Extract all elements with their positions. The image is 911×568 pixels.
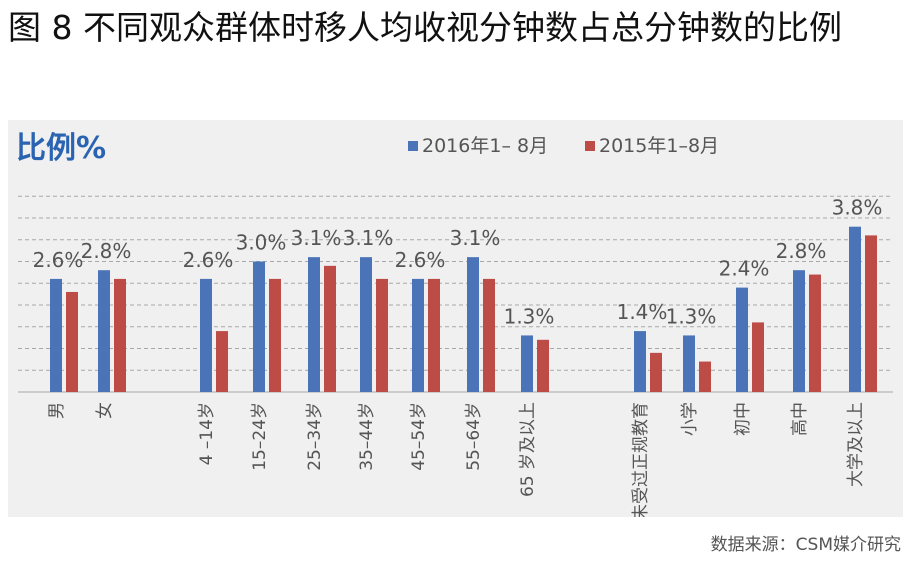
category-label-8: 55–64岁 bbox=[464, 402, 484, 471]
data-label-6: 3.1% bbox=[343, 226, 394, 250]
category-label-11: 小学 bbox=[680, 402, 700, 436]
data-label-12: 2.4% bbox=[719, 257, 770, 281]
bar-2015-12 bbox=[752, 322, 764, 392]
bar-2016-12 bbox=[736, 287, 748, 392]
category-label-5: 25–34岁 bbox=[305, 402, 325, 471]
source-note: 数据来源：CSM媒介研究 bbox=[710, 535, 901, 555]
bar-2015-5 bbox=[324, 265, 336, 392]
bar-2015-3 bbox=[216, 331, 228, 392]
category-label-3: 4 –14岁 bbox=[197, 402, 217, 465]
category-label-7: 45–54岁 bbox=[409, 402, 429, 471]
data-label-3: 2.6% bbox=[183, 248, 234, 272]
category-label-2: 女 bbox=[95, 402, 115, 419]
category-label-12: 初中 bbox=[733, 402, 753, 436]
category-label-14: 大学及以上 bbox=[846, 402, 866, 487]
data-label-13: 2.8% bbox=[776, 239, 827, 263]
data-labels: 2.6%2.8% 2.6%3.0% 3.1% 3.1%2.6%3.1%1.3% 1.4%… bbox=[33, 196, 883, 329]
bar-2015-9 bbox=[537, 339, 549, 392]
bar-2016-1 bbox=[50, 278, 62, 392]
bar-2015-1 bbox=[66, 291, 78, 392]
bar-2015-11 bbox=[699, 361, 711, 392]
data-label-10: 1.4% bbox=[617, 300, 668, 324]
bar-2016-7 bbox=[412, 278, 424, 392]
data-label-5: 3.1% bbox=[291, 226, 342, 250]
y-axis-label: 比例% bbox=[16, 131, 106, 166]
data-label-7: 2.6% bbox=[395, 248, 446, 272]
data-label-4: 3.0% bbox=[236, 231, 287, 255]
bar-2016-2 bbox=[98, 270, 110, 392]
legend-label-2: 2015年1–8月 bbox=[599, 135, 719, 157]
bar-2016-5 bbox=[308, 257, 320, 392]
bar-2016-9 bbox=[521, 335, 533, 392]
category-label-13: 高中 bbox=[790, 402, 810, 436]
category-label-10: 未受过正规教育 bbox=[631, 402, 651, 517]
bar-2015-7 bbox=[428, 278, 440, 392]
bar-2015-4 bbox=[269, 278, 281, 392]
data-label-2: 2.8% bbox=[81, 239, 132, 263]
data-label-9: 1.3% bbox=[504, 304, 555, 328]
bar-2015-14 bbox=[865, 235, 877, 392]
bar-2015-10 bbox=[650, 352, 662, 392]
bar-2016-14 bbox=[849, 226, 861, 392]
bar-2016-10 bbox=[634, 331, 646, 392]
bar-2015-6 bbox=[376, 278, 388, 392]
bar-2016-3 bbox=[200, 278, 212, 392]
bar-2015-2 bbox=[114, 278, 126, 392]
bars bbox=[50, 226, 877, 392]
data-label-1: 2.6% bbox=[33, 248, 84, 272]
bar-2016-4 bbox=[253, 261, 265, 392]
category-labels: 男 女 4 –14岁 15–24岁 25–34岁 35–44岁 45–54岁 55–64岁 65… bbox=[47, 402, 866, 517]
bar-2016-6 bbox=[360, 257, 372, 392]
category-label-9: 65 岁及以上 bbox=[518, 402, 538, 497]
legend-label-1: 2016年1– 8月 bbox=[422, 135, 548, 157]
legend-swatch-2 bbox=[585, 141, 595, 151]
bar-chart: 比例% 2016年1– 8月 2015年1–8月2.6%2.8% 2.6%3.0% 3.… bbox=[16, 131, 893, 517]
data-label-8: 3.1% bbox=[450, 226, 501, 250]
legend-swatch-1 bbox=[408, 141, 418, 151]
legend: 2016年1– 8月 2015年1–8月 bbox=[408, 135, 719, 157]
category-label-1: 男 bbox=[47, 402, 67, 419]
category-label-6: 35–44岁 bbox=[357, 402, 377, 471]
bar-2015-13 bbox=[809, 274, 821, 392]
category-label-4: 15–24岁 bbox=[250, 402, 270, 471]
figure-title: 图 8 不同观众群体时移人均收视分钟数占总分钟数的比例 bbox=[8, 8, 842, 47]
chart-panel: 比例% 2016年1– 8月 2015年1–8月 2.6% 2.8% 2.6% 3.0% 3.… bbox=[8, 120, 903, 517]
bar-2016-11 bbox=[683, 335, 695, 392]
bar-2016-13 bbox=[793, 270, 805, 392]
data-label-14: 3.8% bbox=[832, 196, 883, 220]
bar-2016-8 bbox=[467, 257, 479, 392]
bar-2015-8 bbox=[483, 278, 495, 392]
data-label-11: 1.3% bbox=[666, 304, 717, 328]
